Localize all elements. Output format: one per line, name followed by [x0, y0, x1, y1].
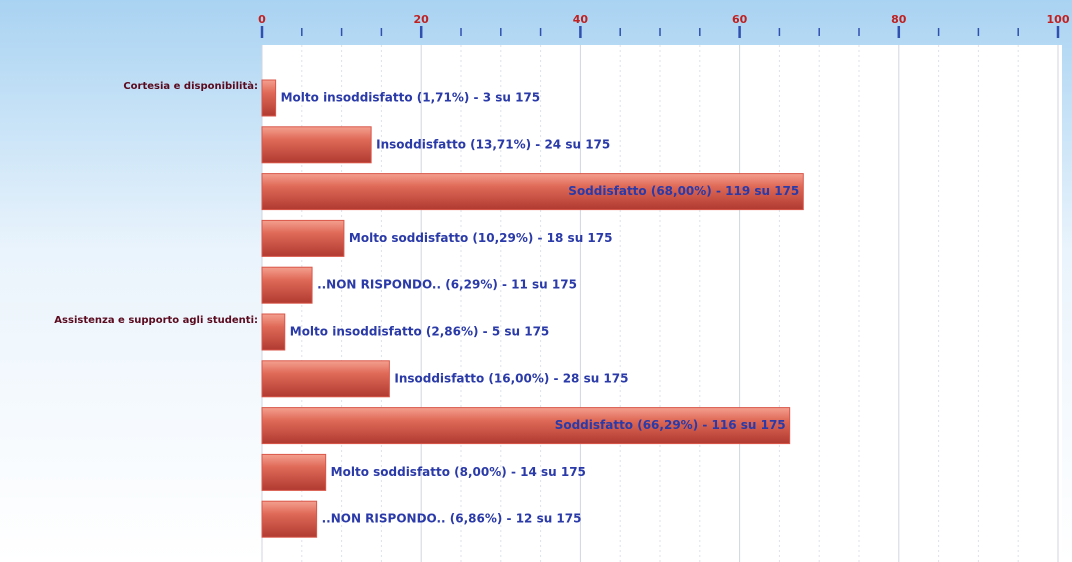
x-tick-label: 60 — [732, 13, 748, 26]
value-label: Insoddisfatto (16,00%) - 28 su 175 — [394, 371, 628, 385]
value-label: Molto soddisfatto (10,29%) - 18 su 175 — [349, 231, 613, 245]
bar — [261, 126, 372, 164]
bar — [261, 79, 277, 117]
bar — [261, 407, 791, 445]
bar — [261, 173, 804, 211]
bar — [261, 313, 286, 351]
value-label: Soddisfatto (66,29%) - 116 su 175 — [555, 418, 786, 432]
bar — [261, 219, 345, 257]
bar — [261, 453, 327, 491]
x-tick-label: 0 — [258, 13, 266, 26]
x-tick-label: 40 — [573, 13, 589, 26]
plot-area — [262, 45, 1062, 562]
value-label: Insoddisfatto (13,71%) - 24 su 175 — [376, 137, 610, 151]
bar — [261, 266, 313, 304]
category-label: Cortesia e disponibilità: — [123, 80, 258, 92]
value-label: Soddisfatto (68,00%) - 119 su 175 — [568, 184, 799, 198]
bar — [261, 500, 318, 538]
value-label: Molto insoddisfatto (1,71%) - 3 su 175 — [281, 91, 541, 105]
x-tick-label: 20 — [414, 13, 430, 26]
value-label: ..NON RISPONDO.. (6,86%) - 12 su 175 — [322, 512, 582, 526]
x-tick-label: 80 — [891, 13, 907, 26]
bar — [261, 360, 390, 398]
x-tick-label: 100 — [1047, 13, 1070, 26]
value-label: Molto soddisfatto (8,00%) - 14 su 175 — [331, 465, 586, 479]
category-label: Assistenza e supporto agli studenti: — [54, 315, 258, 326]
value-label: Molto insoddisfatto (2,86%) - 5 su 175 — [290, 325, 550, 339]
value-label: ..NON RISPONDO.. (6,29%) - 11 su 175 — [317, 278, 577, 292]
